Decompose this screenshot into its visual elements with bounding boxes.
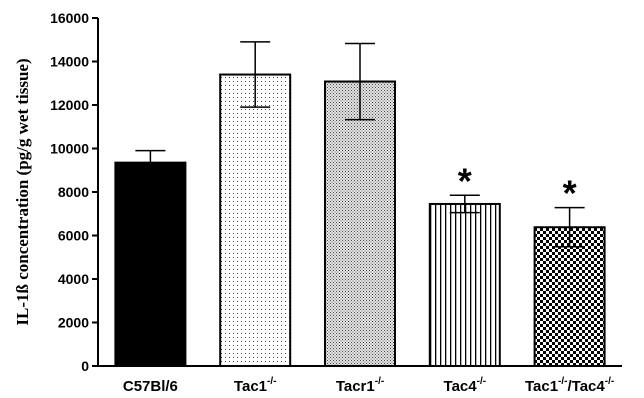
x-tick-label-superscript: -/- <box>558 376 567 387</box>
error-bar <box>554 206 585 248</box>
y-axis-title: IL-1ß concentration (pg/g wet tissue) <box>13 58 32 325</box>
x-tick-label-base: Tac1 <box>525 378 558 395</box>
x-tick-label-base2: /Tac4 <box>568 378 606 395</box>
y-tick-label: 12000 <box>50 97 89 113</box>
bar <box>219 73 292 368</box>
x-tick-label-superscript: -/- <box>375 376 384 387</box>
bars: * * <box>114 41 606 368</box>
y-tick-label: 16000 <box>50 10 89 26</box>
x-tick-label: Tac4-/- <box>444 376 487 395</box>
y-axis: 0 2000 4000 6000 8000 10000 12000 14000 16000 <box>50 10 99 374</box>
x-tick-label-base: Tac4 <box>444 378 478 395</box>
x-tick-label-superscript: -/- <box>267 376 276 387</box>
bar <box>533 226 606 367</box>
error-bar <box>240 41 271 108</box>
y-tick-label: 6000 <box>58 228 89 244</box>
y-tick-label: 14000 <box>50 54 89 70</box>
y-tick-label: 0 <box>81 358 89 374</box>
x-tick-label-base: Tacr1 <box>336 378 375 395</box>
x-tick-label-base: C57Bl/6 <box>123 378 178 395</box>
y-tick-label: 8000 <box>58 184 89 200</box>
bar <box>428 202 501 367</box>
x-tick-label: Tac1-/-/Tac4-/- <box>525 376 614 395</box>
x-tick-label-superscript: -/- <box>605 376 614 387</box>
y-tick-label: 2000 <box>58 315 89 331</box>
x-tick-label: C57Bl/6 <box>123 378 178 395</box>
x-tick-label-base: Tac1 <box>234 378 267 395</box>
bar <box>114 161 187 367</box>
y-tick-label: 4000 <box>58 271 89 287</box>
error-bar <box>345 42 375 121</box>
x-tick-label: Tacr1-/- <box>336 376 384 395</box>
significance-marker: * <box>563 173 577 214</box>
x-axis: C57Bl/6 Tac1-/- Tacr1-/- Tac4-/- Tac1-/-/Tac… <box>98 365 622 395</box>
bar <box>324 80 396 367</box>
x-tick-label-superscript: -/- <box>477 376 486 387</box>
error-bar <box>135 149 166 176</box>
x-tick-label: Tac1-/- <box>234 376 277 395</box>
y-tick-label: 10000 <box>50 141 89 157</box>
significance-marker: * <box>458 160 472 201</box>
error-bar <box>449 194 480 214</box>
